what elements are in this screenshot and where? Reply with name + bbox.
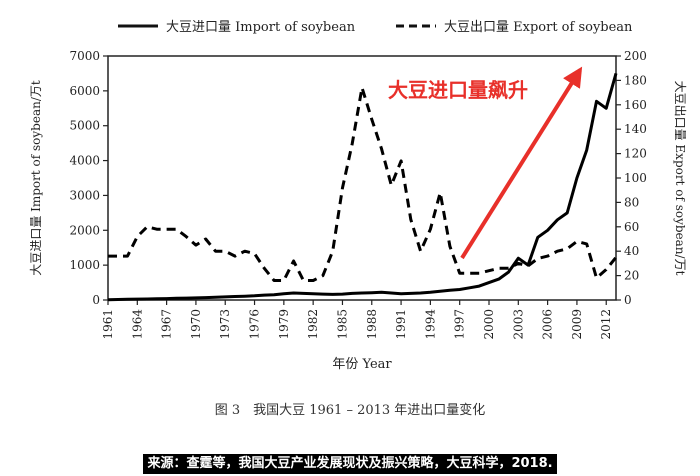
annotation-arrow (460, 66, 583, 260)
right-tick-label: 40 (624, 244, 639, 258)
left-tick-label: 7000 (69, 49, 100, 63)
legend-export-label: 大豆出口量 Export of soybean (444, 20, 633, 35)
left-tick-label: 5000 (69, 119, 100, 133)
x-tick-label: 1964 (130, 309, 144, 340)
x-tick-label: 1973 (218, 309, 232, 340)
left-axis-title: 大豆进口量 Import of soybean/万t (29, 80, 43, 276)
x-tick-label: 1976 (248, 309, 262, 340)
right-tick-label: 20 (624, 269, 639, 283)
left-tick-label: 1000 (69, 258, 100, 272)
x-tick-label: 1967 (160, 309, 174, 340)
left-tick-label: 2000 (69, 223, 100, 237)
x-tick-label: 1970 (189, 309, 203, 340)
right-axis-ticks: 0 20 40 60 80 100 120 140 160 180 200 (616, 49, 647, 307)
source-caption: 来源：查霆等，我国大豆产业发展现状及振兴策略，大豆科学，2018. (143, 454, 557, 474)
x-axis-ticks: 1961 1964 1967 1970 1973 1976 1979 1982 1985 1988… (101, 300, 613, 340)
left-tick-label: 6000 (69, 84, 100, 98)
right-axis-title: 大豆出口量 Export of soybean/万t (673, 81, 687, 276)
left-tick-label: 4000 (69, 154, 100, 168)
left-tick-label: 3000 (69, 188, 100, 202)
x-tick-label: 1961 (101, 309, 115, 340)
legend: 大豆进口量 Import of soybean 大豆出口量 Export of … (118, 20, 633, 35)
source-caption-bar: 来源：查霆等，我国大豆产业发展现状及振兴策略，大豆科学，2018. (0, 452, 700, 476)
legend-import-label: 大豆进口量 Import of soybean (166, 20, 356, 35)
x-tick-label: 2000 (482, 309, 496, 340)
right-tick-label: 0 (624, 293, 632, 307)
x-tick-label: 2012 (599, 309, 613, 340)
x-tick-label: 1997 (453, 309, 467, 340)
left-tick-label: 0 (92, 293, 100, 307)
right-tick-label: 60 (624, 220, 639, 234)
x-axis-title: 年份 Year (332, 357, 392, 372)
dual-axis-line-chart: 大豆进口量 Import of soybean 大豆出口量 Export of … (29, 20, 687, 418)
x-tick-label: 1991 (394, 309, 408, 340)
x-tick-label: 1988 (365, 309, 379, 340)
import-series-line (107, 72, 618, 302)
figure-caption: 图 3 我国大豆 1961 – 2013 年进出口量变化 (215, 402, 486, 418)
x-tick-label: 2003 (511, 309, 525, 340)
right-tick-label: 140 (624, 122, 647, 136)
x-tick-label: 1994 (423, 309, 437, 340)
right-tick-label: 200 (624, 49, 647, 63)
right-tick-label: 180 (624, 73, 647, 87)
x-tick-label: 1979 (277, 309, 291, 340)
left-axis-ticks: 0 1000 2000 3000 4000 5000 6000 7000 (69, 49, 108, 307)
right-tick-label: 100 (624, 171, 647, 185)
x-tick-label: 1982 (306, 309, 320, 340)
export-series-line (108, 86, 618, 282)
x-tick-label: 1985 (335, 309, 349, 340)
right-tick-label: 80 (624, 195, 639, 209)
x-tick-label: 2009 (570, 309, 584, 340)
right-tick-label: 120 (624, 147, 647, 161)
right-tick-label: 160 (624, 98, 647, 112)
annotation-text: 大豆进口量飙升 (388, 78, 528, 102)
x-tick-label: 2006 (541, 309, 555, 340)
